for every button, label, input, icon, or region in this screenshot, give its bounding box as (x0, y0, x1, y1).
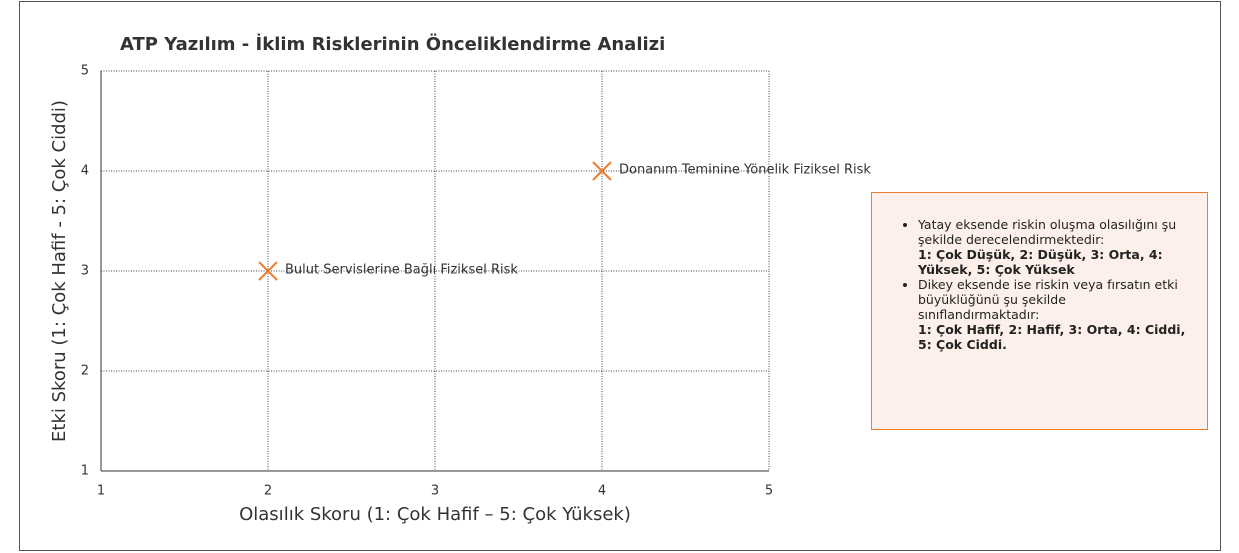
point (592, 161, 612, 181)
marker-stroke (592, 161, 612, 181)
note-bold: 1: Çok Düşük, 2: Düşük, 3: Orta, 4: Yüks… (918, 247, 1163, 277)
x-tick-label: 2 (264, 484, 272, 499)
y-tick-label: 3 (81, 264, 89, 279)
x-tick-label: 4 (598, 484, 606, 499)
note-item: Dikey eksende ise riskin veya fırsatın e… (918, 277, 1187, 352)
y-tick-label: 2 (81, 364, 89, 379)
y-axis-title: Etki Skoru (1: Çok Hafif - 5: Çok Ciddi) (49, 100, 70, 442)
marker-stroke (258, 261, 278, 281)
point (258, 261, 278, 281)
point-label: Donanım Teminine Yönelik Fiziksel Risk (619, 163, 871, 178)
y-tick-label: 5 (81, 64, 89, 79)
point-label: Bulut Servislerine Bağlı Fiziksel Risk (285, 263, 518, 278)
chart-title: ATP Yazılım - İklim Risklerinin Öncelikl… (120, 33, 665, 55)
note-text: Dikey eksende ise riskin veya fırsatın e… (918, 277, 1178, 322)
frame (19, 1, 1221, 551)
note-bold: 1: Çok Hafif, 2: Hafif, 3: Orta, 4: Cidd… (918, 322, 1186, 352)
x-tick-label: 1 (97, 484, 105, 499)
y-tick-label: 1 (81, 464, 89, 479)
note-text: Yatay eksende riskin oluşma olasılığını … (918, 217, 1177, 247)
note-item: Yatay eksende riskin oluşma olasılığını … (918, 217, 1187, 277)
note-list: Yatay eksende riskin oluşma olasılığını … (918, 217, 1187, 352)
y-tick-label: 4 (81, 164, 89, 179)
x-tick-label: 5 (765, 484, 773, 499)
note-box: Yatay eksende riskin oluşma olasılığını … (871, 192, 1208, 430)
x-tick-label: 3 (431, 484, 439, 499)
x-axis-title: Olasılık Skoru (1: Çok Hafif – 5: Çok Yü… (239, 504, 631, 525)
